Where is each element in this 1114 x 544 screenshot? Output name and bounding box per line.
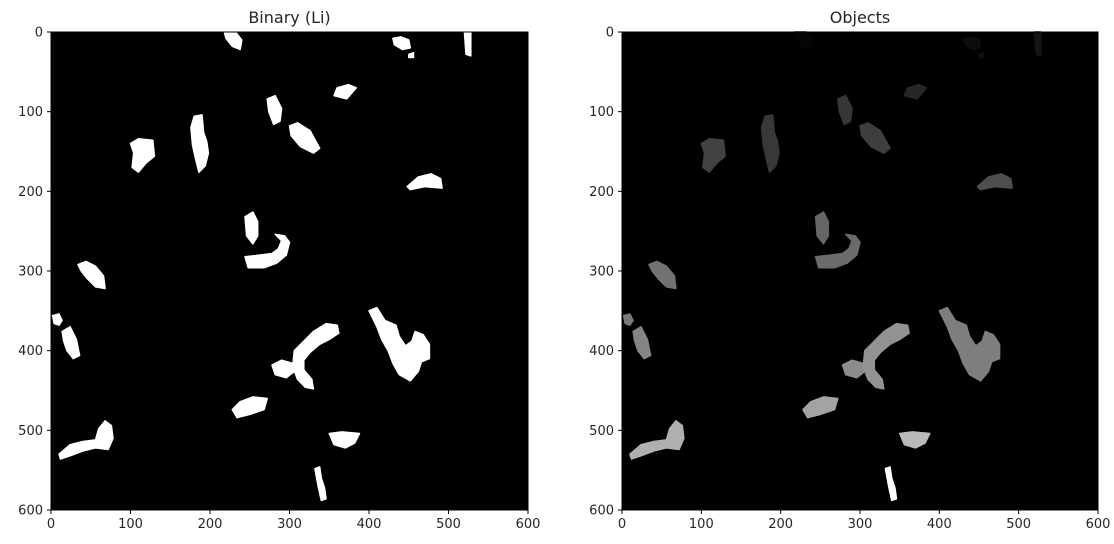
y-tick-label: 0 [35, 26, 43, 41]
object-blob [862, 322, 910, 390]
image-background [622, 32, 1098, 510]
object-blob [629, 420, 685, 460]
y-tick-label: 400 [18, 344, 43, 359]
object-blob [1033, 31, 1042, 57]
object-blob [368, 306, 431, 382]
image-background [51, 32, 528, 510]
y-tick-label: 500 [589, 424, 614, 439]
y-tick-label: 600 [18, 504, 43, 519]
x-tick-label: 600 [1086, 517, 1111, 532]
object-blob [61, 326, 81, 360]
object-blob [244, 211, 259, 245]
object-blob [814, 233, 861, 269]
x-tick-label: 500 [1006, 517, 1031, 532]
object-blob [408, 51, 415, 59]
x-axis-ticks: 0 100 200 300 400 500 600 [618, 510, 1111, 532]
object-blob [884, 466, 898, 502]
object-blob [648, 260, 677, 290]
y-tick-label: 200 [589, 185, 614, 200]
y-tick-label: 0 [606, 26, 614, 41]
x-tick-label: 0 [618, 517, 626, 532]
object-blob [266, 94, 283, 126]
chart-title: Binary (Li) [248, 8, 330, 27]
x-tick-label: 500 [436, 517, 461, 532]
x-tick-label: 400 [357, 517, 382, 532]
object-layer [51, 31, 472, 502]
object-blob [622, 313, 634, 326]
object-blob [77, 260, 106, 290]
x-tick-label: 200 [198, 517, 223, 532]
y-axis-ticks: 0 100 200 300 400 500 600 [18, 26, 51, 519]
object-blob [632, 326, 652, 360]
object-blob [58, 420, 114, 460]
object-blob [51, 313, 63, 326]
object-blob [463, 31, 472, 57]
object-blob [314, 466, 327, 502]
y-tick-label: 500 [18, 424, 43, 439]
object-blob [406, 173, 443, 191]
y-tick-label: 300 [589, 265, 614, 280]
y-axis-ticks: 0 100 200 300 400 500 600 [589, 26, 622, 519]
x-tick-label: 100 [689, 517, 714, 532]
chart-title: Objects [830, 8, 890, 27]
y-tick-label: 300 [18, 265, 43, 280]
object-blob [244, 233, 291, 269]
object-blob [333, 83, 358, 100]
panel-objects: Objects 0 100 200 300 400 500 600 0 100 200 300 40… [589, 8, 1110, 532]
x-tick-label: 300 [848, 517, 873, 532]
object-blob [760, 114, 780, 173]
x-tick-label: 0 [47, 517, 55, 532]
object-blob [802, 396, 839, 419]
object-blob [814, 211, 830, 245]
object-blob [129, 138, 156, 173]
object-blob [288, 122, 321, 154]
x-tick-label: 600 [516, 517, 541, 532]
object-blob [700, 138, 726, 173]
object-blob [837, 94, 853, 126]
x-tick-label: 200 [768, 517, 793, 532]
y-tick-label: 600 [589, 504, 614, 519]
object-blob [291, 322, 340, 390]
object-blob [962, 36, 982, 51]
object-blob [976, 173, 1014, 191]
object-blob [231, 396, 268, 419]
x-tick-label: 300 [277, 517, 302, 532]
object-blob [903, 83, 928, 100]
object-blob [328, 431, 361, 449]
object-blob [190, 114, 210, 173]
object-blob [938, 306, 1001, 382]
y-tick-label: 400 [589, 344, 614, 359]
object-blob [898, 431, 931, 449]
y-tick-label: 100 [589, 105, 614, 120]
x-axis-ticks: 0 100 200 300 400 500 600 [47, 510, 541, 532]
x-tick-label: 400 [927, 517, 952, 532]
y-tick-label: 200 [18, 185, 43, 200]
y-tick-label: 100 [18, 105, 43, 120]
object-blob [392, 36, 412, 51]
x-tick-label: 100 [118, 517, 143, 532]
object-layer [622, 31, 1042, 502]
panel-binary-li: Binary (Li) 0 100 200 300 400 500 600 0 100 200 3… [18, 8, 540, 532]
object-blob [978, 51, 985, 59]
object-blob [859, 122, 891, 154]
